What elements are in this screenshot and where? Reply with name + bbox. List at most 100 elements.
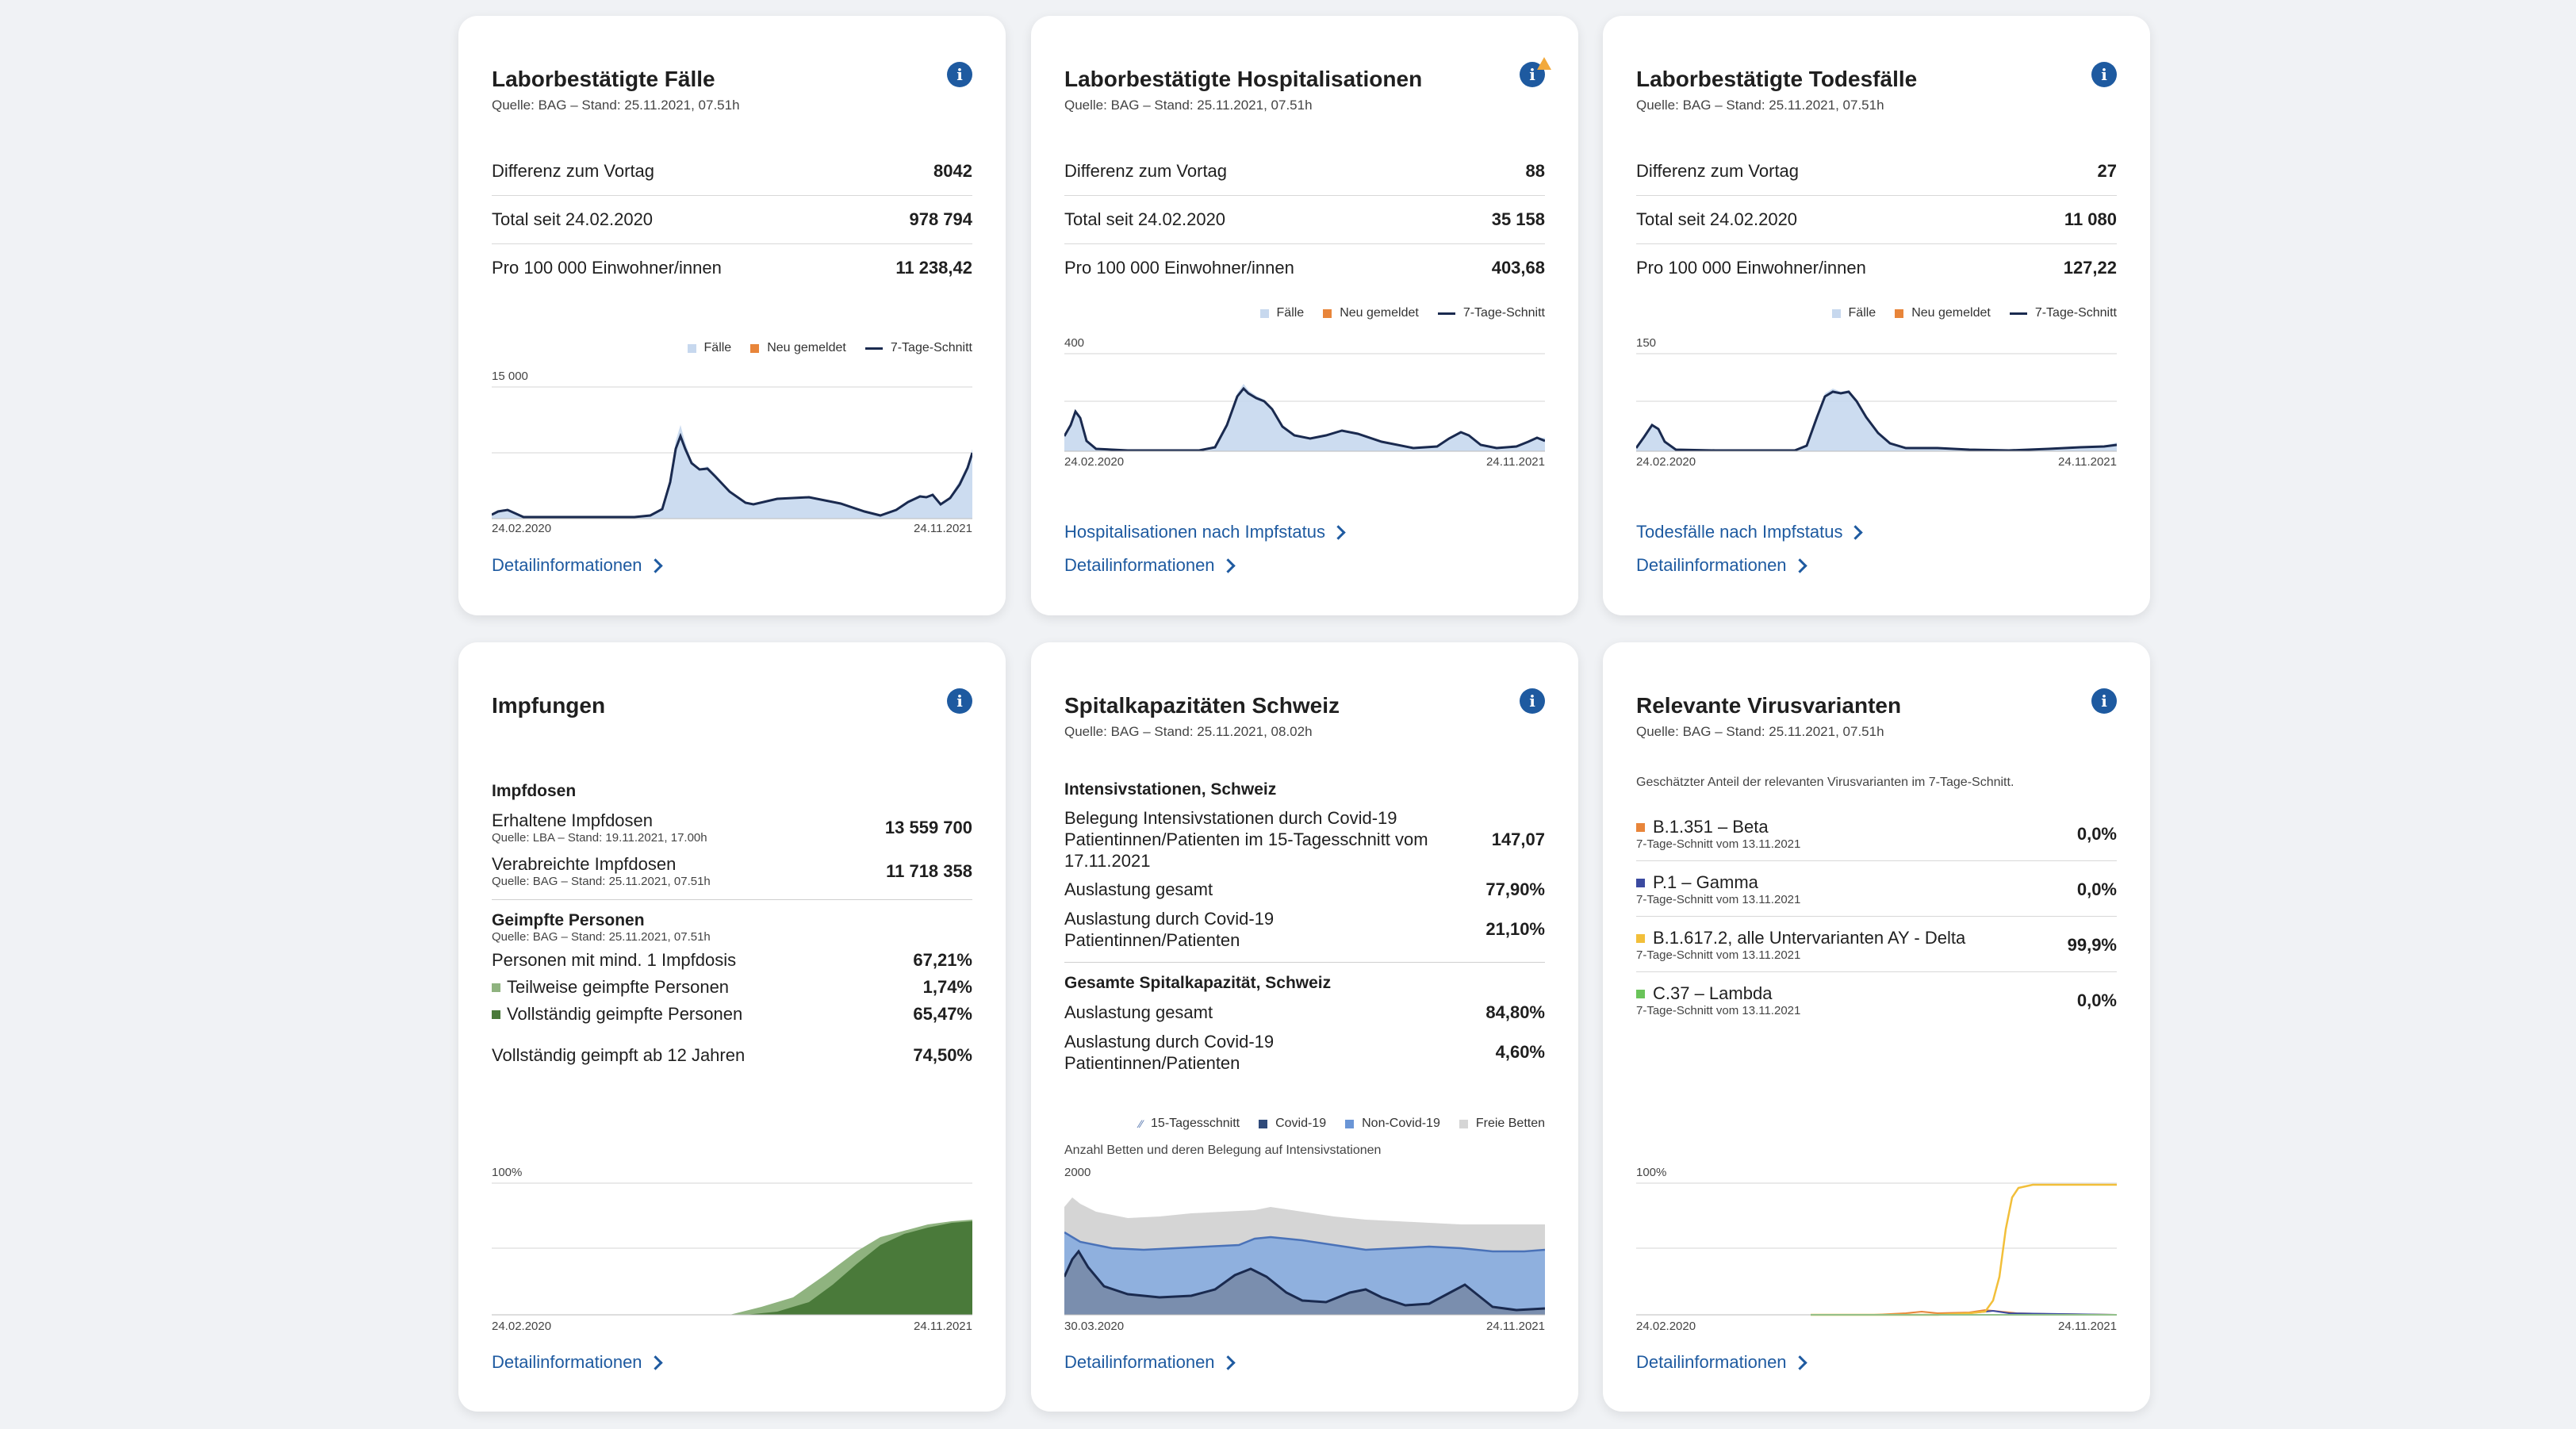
stat-label: Total seit 24.02.2020 bbox=[1064, 209, 1226, 229]
total-capacity-section: Gesamte Spitalkapazität, Schweiz Auslast… bbox=[1064, 962, 1545, 1074]
vaccination-status-link[interactable]: Todesfälle nach Impfstatus bbox=[1636, 522, 1864, 542]
link-label: Detailinformationen bbox=[1064, 1352, 1215, 1372]
detail-link[interactable]: Detailinformationen bbox=[492, 555, 663, 576]
detail-link[interactable]: Detailinformationen bbox=[492, 1352, 663, 1373]
legend-label: 7-Tage-Schnitt bbox=[1462, 306, 1545, 320]
legend-item[interactable]: Neu gemeldet bbox=[1323, 306, 1419, 320]
link-label: Detailinformationen bbox=[492, 555, 642, 575]
detail-link[interactable]: Detailinformationen bbox=[1636, 1352, 1807, 1373]
stat-label: Verabreichte Impfdosen bbox=[492, 854, 677, 874]
variant-row: B.1.351 – Beta 7-Tage-Schnitt vom 13.11.2… bbox=[1636, 806, 2117, 861]
stat-row: Total seit 24.02.2020 35 158 bbox=[1064, 196, 1545, 244]
info-icon[interactable]: i bbox=[2091, 62, 2117, 87]
legend-label: Freie Betten bbox=[1475, 1117, 1545, 1130]
info-icon[interactable]: i bbox=[947, 688, 972, 714]
swatch-icon bbox=[1323, 308, 1332, 318]
legend-item[interactable]: ⁄⁄ 15-Tagesschnitt bbox=[1139, 1117, 1240, 1131]
link-label: Detailinformationen bbox=[1064, 555, 1215, 575]
card-source: Quelle: BAG – Stand: 25.11.2021, 07.51h bbox=[1636, 98, 1884, 113]
stat-row: Differenz zum Vortag 27 bbox=[1636, 147, 2117, 196]
stat-label: Differenz zum Vortag bbox=[1064, 161, 1228, 181]
legend-item[interactable]: Fälle bbox=[687, 341, 732, 355]
stat-row: Erhaltene Impfdosen Quelle: LBA – Stand: … bbox=[492, 810, 972, 845]
legend-label: 7-Tage-Schnitt bbox=[890, 341, 972, 354]
vacc-chart-svg bbox=[492, 1182, 972, 1316]
x-axis-start-label: 24.02.2020 bbox=[1636, 1320, 1696, 1333]
swatch-icon bbox=[1895, 308, 1904, 318]
section-heading: Gesamte Spitalkapazität, Schweiz bbox=[1064, 974, 1332, 992]
chevron-right-icon bbox=[1792, 1354, 1807, 1370]
warning-icon bbox=[1537, 57, 1551, 70]
swatch-icon bbox=[687, 343, 696, 353]
variant-row: B.1.617.2, alle Untervarianten AY - Delt… bbox=[1636, 917, 2117, 972]
stat-value: 77,90% bbox=[1485, 879, 1545, 899]
x-axis-start-label: 24.02.2020 bbox=[492, 1320, 552, 1333]
icu-chart: 2000 30.03.2020 24.11.2021 bbox=[1064, 1166, 1545, 1340]
stat-row: Auslastung gesamt 84,80% bbox=[1064, 1002, 1545, 1023]
legend-item[interactable]: Neu gemeldet bbox=[1895, 306, 1991, 320]
card-title: Laborbestätigte Todesfälle bbox=[1636, 67, 1918, 91]
variant-row: C.37 – Lambda 7-Tage-Schnitt vom 13.11.20… bbox=[1636, 972, 2117, 1027]
doses-section: Impfdosen Erhaltene Impfdosen Quelle: LBA… bbox=[492, 782, 972, 899]
x-axis-start-label: 24.02.2020 bbox=[1636, 455, 1696, 469]
swatch-icon bbox=[1259, 308, 1269, 318]
stat-value: 4,60% bbox=[1495, 1042, 1545, 1062]
vaccinations-chart: 100% 24.02.2020 24.11.2021 bbox=[492, 1166, 972, 1340]
variant-sub: 7-Tage-Schnitt vom 13.11.2021 bbox=[1636, 948, 1801, 962]
legend-label: Non-Covid-19 bbox=[1362, 1117, 1440, 1130]
info-icon[interactable]: i bbox=[1520, 688, 1545, 714]
stat-row: Total seit 24.02.2020 978 794 bbox=[492, 196, 972, 244]
legend-item[interactable]: 7-Tage-Schnitt bbox=[864, 341, 972, 355]
stat-label: Total seit 24.02.2020 bbox=[1636, 209, 1798, 229]
stat-value: 147,07 bbox=[1491, 829, 1545, 849]
chevron-right-icon bbox=[1848, 524, 1864, 540]
variant-name: B.1.617.2, alle Untervarianten AY - Delt… bbox=[1653, 928, 1966, 948]
detail-link[interactable]: Detailinformationen bbox=[1064, 555, 1236, 576]
chevron-right-icon bbox=[647, 1354, 663, 1370]
link-label: Detailinformationen bbox=[1636, 1352, 1787, 1372]
variant-name: P.1 – Gamma bbox=[1653, 872, 1758, 892]
info-icon[interactable]: i bbox=[2091, 688, 2117, 714]
variants-list: B.1.351 – Beta 7-Tage-Schnitt vom 13.11.2… bbox=[1636, 806, 2117, 1027]
cases-card: Laborbestätigte Fälle Quelle: BAG – Stan… bbox=[458, 16, 1006, 615]
detail-link[interactable]: Detailinformationen bbox=[1064, 1352, 1236, 1373]
legend-item[interactable]: Covid-19 bbox=[1259, 1117, 1326, 1131]
stat-value: 1,74% bbox=[922, 977, 972, 997]
chevron-right-icon bbox=[1220, 1354, 1236, 1370]
stat-label: Auslastung durch Covid-19 Patientinnen/P… bbox=[1064, 909, 1275, 950]
chart-legend: Fälle Neu gemeldet 7-Tage-Schnitt bbox=[1831, 306, 2117, 320]
detail-link[interactable]: Detailinformationen bbox=[1636, 555, 1807, 576]
stat-label: Teilweise geimpfte Personen bbox=[507, 977, 730, 997]
y-axis-max-label: 150 bbox=[1636, 336, 1657, 350]
variant-value: 0,0% bbox=[2076, 823, 2117, 844]
legend-item[interactable]: Neu gemeldet bbox=[750, 341, 846, 355]
hospital-capacity-card: Spitalkapazitäten Schweiz Quelle: BAG – … bbox=[1031, 642, 1578, 1412]
stat-label: Personen mit mind. 1 Impfdosis bbox=[492, 950, 737, 970]
stat-row: Verabreichte Impfdosen Quelle: BAG – Stan… bbox=[492, 854, 972, 899]
x-axis-end-label: 24.11.2021 bbox=[914, 522, 972, 535]
stat-label: Differenz zum Vortag bbox=[1636, 161, 1800, 181]
section-heading: Impfdosen bbox=[492, 782, 577, 800]
chevron-right-icon bbox=[1220, 557, 1236, 573]
card-title: Laborbestätigte Fälle bbox=[492, 67, 715, 91]
legend-item[interactable]: 7-Tage-Schnitt bbox=[2009, 306, 2117, 320]
stat-label: Belegung Intensivstationen durch Covid-1… bbox=[1064, 808, 1428, 871]
stat-value: 978 794 bbox=[909, 209, 972, 229]
chart-note: Anzahl Betten und deren Belegung auf Int… bbox=[1064, 1144, 1382, 1157]
x-axis-end-label: 24.11.2021 bbox=[1486, 455, 1545, 469]
stat-row: Differenz zum Vortag 88 bbox=[1064, 147, 1545, 196]
stat-row: Auslastung durch Covid-19 Patientinnen/P… bbox=[1064, 1031, 1545, 1074]
stat-value: 11 080 bbox=[2064, 209, 2117, 229]
stat-label: Auslastung durch Covid-19 Patientinnen/P… bbox=[1064, 1032, 1275, 1073]
legend-item[interactable]: 7-Tage-Schnitt bbox=[1437, 306, 1545, 320]
deaths-card: Laborbestätigte Todesfälle Quelle: BAG –… bbox=[1603, 16, 2150, 615]
legend-item[interactable]: Freie Betten bbox=[1459, 1117, 1545, 1131]
hospitalizations-card: Laborbestätigte Hospitalisationen Quelle… bbox=[1031, 16, 1578, 615]
legend-item[interactable]: Fälle bbox=[1831, 306, 1876, 320]
stat-value: 21,10% bbox=[1485, 919, 1545, 939]
legend-item[interactable]: Fälle bbox=[1259, 306, 1304, 320]
legend-item[interactable]: Non-Covid-19 bbox=[1345, 1117, 1440, 1131]
legend-label: Fälle bbox=[703, 341, 732, 354]
vaccination-status-link[interactable]: Hospitalisationen nach Impfstatus bbox=[1064, 522, 1346, 542]
info-icon[interactable]: i bbox=[947, 62, 972, 87]
